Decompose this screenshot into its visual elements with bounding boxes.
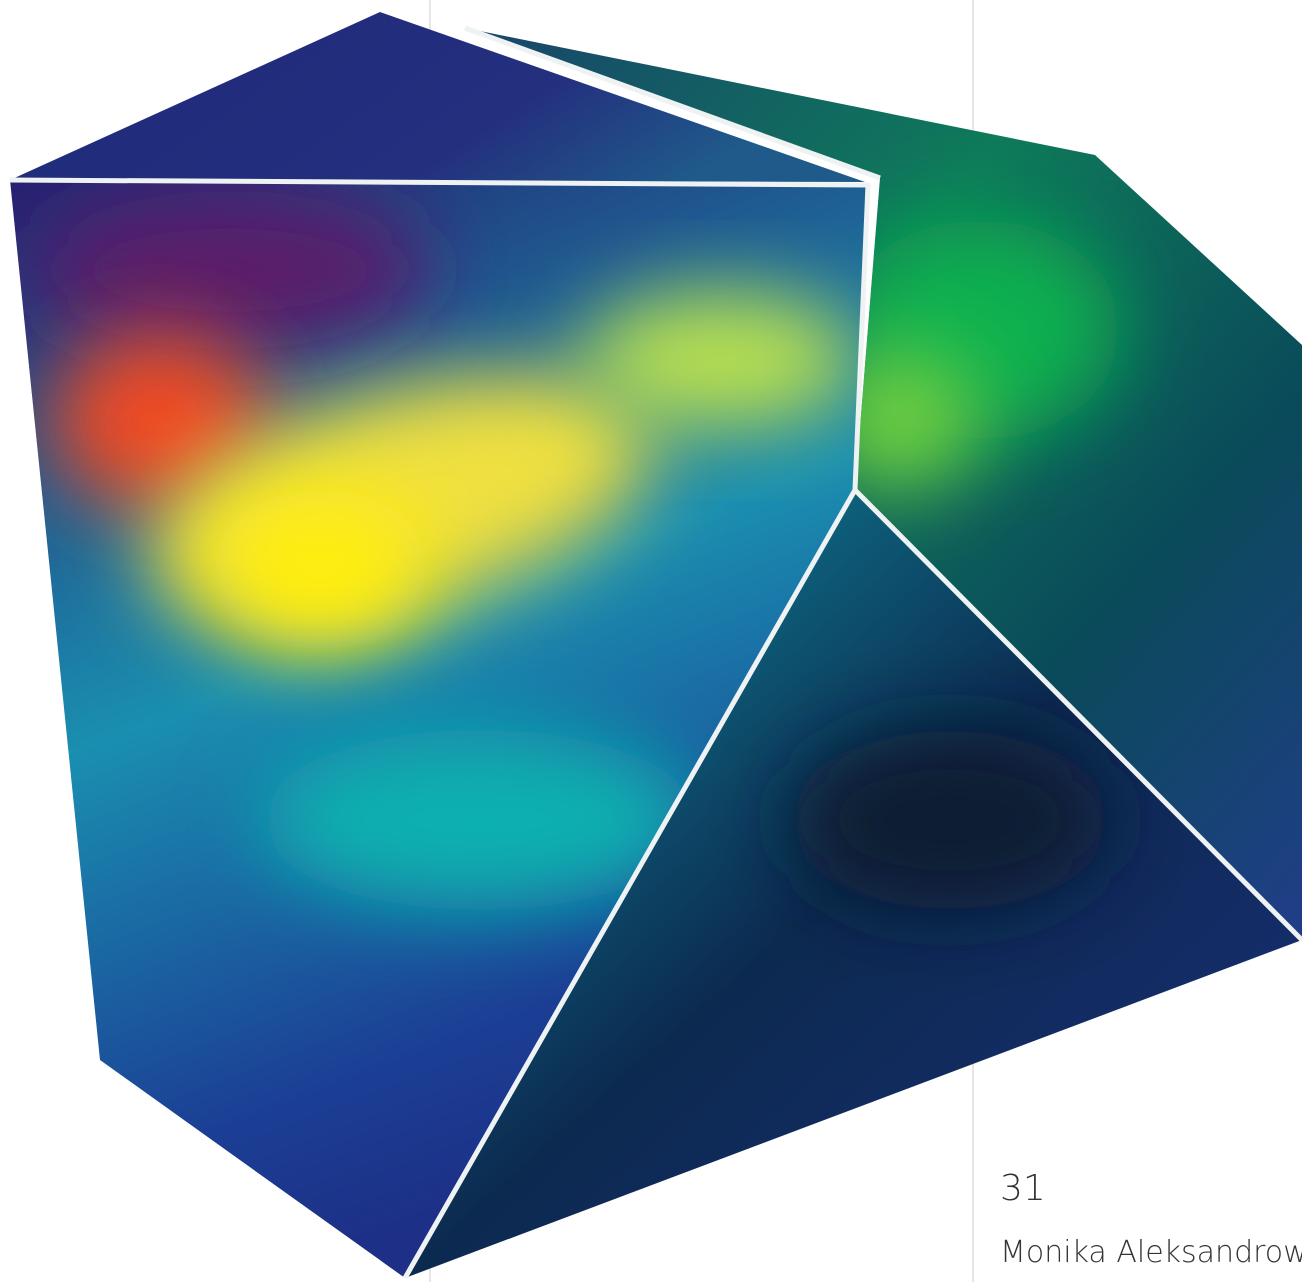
caption-bg (975, 1130, 1302, 1282)
author: Monika Aleksandrow (1000, 1235, 1302, 1270)
page-number: 31 (1000, 1168, 1046, 1209)
